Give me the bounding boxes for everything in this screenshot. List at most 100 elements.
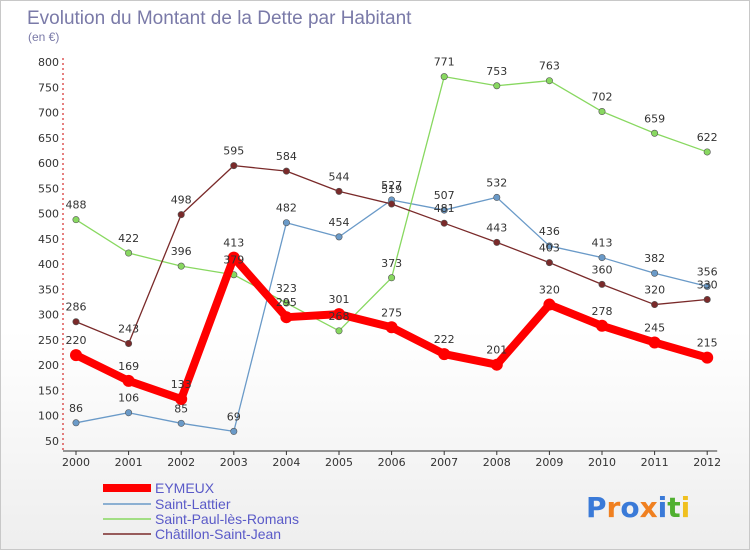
data-label: 584 (276, 150, 297, 163)
x-tick-label: 2009 (535, 456, 563, 469)
data-point (72, 318, 80, 326)
y-tick-label: 350 (38, 283, 59, 296)
data-label: 323 (276, 282, 297, 295)
chart-title: Evolution du Montant de la Dette par Hab… (27, 8, 412, 29)
y-tick-label: 50 (45, 435, 59, 448)
data-point (440, 73, 448, 81)
data-point (282, 167, 290, 175)
data-point (651, 301, 659, 309)
x-tick-label: 2003 (220, 456, 248, 469)
data-label: 413 (592, 237, 613, 250)
x-tick-label: 2010 (588, 456, 616, 469)
data-point (438, 348, 451, 361)
data-point (493, 193, 501, 201)
logo-letter: i (681, 491, 691, 524)
y-tick-label: 250 (38, 334, 59, 347)
data-point (125, 249, 133, 257)
data-label: 278 (592, 305, 613, 318)
data-label: 222 (434, 333, 455, 346)
data-point (230, 162, 238, 170)
y-tick-label: 550 (38, 182, 59, 195)
data-point (177, 211, 185, 219)
x-tick-label: 2007 (430, 456, 458, 469)
x-tick-label: 2011 (641, 456, 669, 469)
data-label: 86 (69, 402, 83, 415)
data-point (335, 233, 343, 241)
legend-label: EYMEUX (155, 480, 215, 496)
data-point (122, 374, 135, 387)
data-label: 763 (539, 60, 560, 73)
data-point (388, 274, 396, 282)
data-label: 275 (381, 306, 402, 319)
data-point (545, 77, 553, 85)
data-point (282, 299, 290, 307)
x-tick-label: 2006 (378, 456, 406, 469)
x-tick-label: 2001 (115, 456, 143, 469)
data-point (651, 129, 659, 137)
data-label: 519 (381, 183, 402, 196)
data-point (177, 262, 185, 270)
data-label: 356 (697, 265, 718, 278)
data-label: 422 (118, 232, 139, 245)
data-label: 360 (592, 263, 613, 276)
data-label: 436 (539, 225, 560, 238)
data-label: 527 (381, 179, 402, 192)
data-point (335, 187, 343, 195)
axes: 50 100 150 200 250 300 350 400 450 500 550 600 650 70… (38, 56, 721, 469)
data-point (385, 321, 398, 334)
x-tick-label: 2005 (325, 456, 353, 469)
legend-label: Saint-Paul-lès-Romans (155, 511, 299, 527)
legend: EYMEUXSaint-LattierSaint-Paul-lès-Romans… (103, 480, 299, 542)
data-label: 330 (697, 279, 718, 292)
data-point (598, 280, 606, 288)
y-tick-label: 100 (38, 410, 59, 423)
logo-letter: x (640, 491, 658, 524)
data-label: 133 (171, 378, 192, 391)
data-point (598, 108, 606, 116)
data-label: 301 (329, 293, 350, 306)
logo-letter: t (667, 491, 680, 524)
data-point (125, 409, 133, 417)
data-label: 753 (486, 65, 507, 78)
data-label: 454 (329, 216, 350, 229)
data-point (70, 349, 82, 362)
y-tick-label: 400 (38, 258, 59, 271)
data-label: 268 (329, 310, 350, 323)
x-tick-label: 2004 (272, 456, 300, 469)
data-point (230, 427, 238, 435)
data-point (175, 393, 188, 406)
data-point (440, 206, 448, 214)
y-tick-label: 650 (38, 132, 59, 145)
y-tick-label: 750 (38, 81, 59, 94)
legend-label: Châtillon-Saint-Jean (155, 526, 281, 542)
data-point (280, 311, 293, 324)
logo-letter: r (607, 491, 621, 524)
data-label: 403 (539, 242, 560, 255)
data-label: 201 (486, 344, 507, 357)
data-point (335, 327, 343, 335)
data-label: 295 (276, 296, 297, 309)
data-point (543, 298, 556, 311)
x-tick-label: 2000 (62, 456, 90, 469)
data-label: 481 (434, 202, 455, 215)
data-point (598, 254, 606, 262)
x-tick-label: 2008 (483, 456, 511, 469)
y-tick-label: 700 (38, 107, 59, 120)
chart-subtitle: (en €) (28, 30, 59, 44)
data-label: 659 (644, 112, 665, 125)
y-tick-label: 300 (38, 309, 59, 322)
data-point (440, 219, 448, 227)
x-tick-label: 2012 (693, 456, 721, 469)
data-point (282, 219, 290, 227)
data-point (703, 148, 711, 156)
data-point (125, 339, 133, 347)
data-label: 702 (592, 91, 613, 104)
data-point (72, 216, 80, 224)
series-layer (70, 73, 714, 435)
data-label: 413 (223, 237, 244, 250)
data-label: 320 (644, 284, 665, 297)
data-label: 379 (223, 254, 244, 267)
data-label: 622 (697, 131, 718, 144)
data-label: 85 (174, 402, 188, 415)
data-label: 498 (171, 194, 192, 207)
